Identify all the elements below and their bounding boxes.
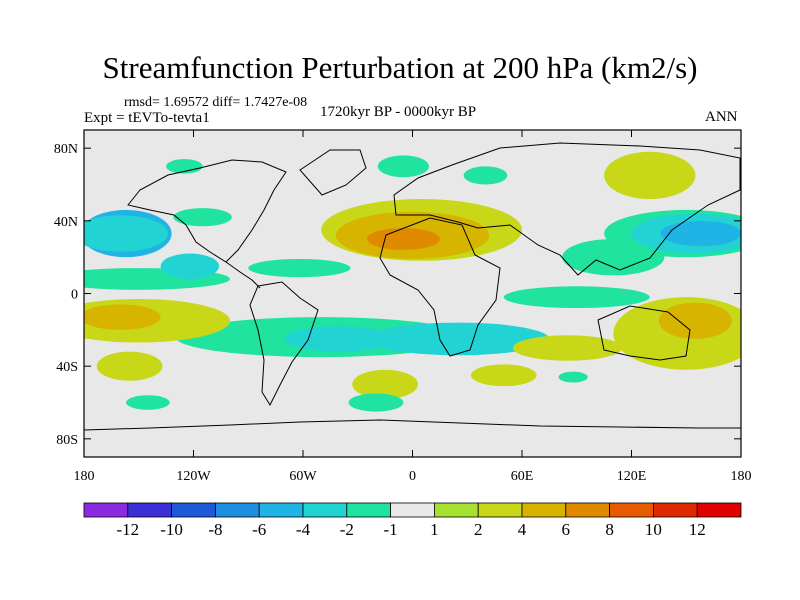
colorbar-label: 10 — [645, 520, 662, 539]
coast-north-america — [127, 159, 287, 263]
contour-band-31 — [558, 371, 588, 383]
chart-title: Streamfunction Perturbation at 200 hPa (… — [102, 50, 698, 85]
colorbar-swatch — [214, 502, 260, 518]
contour-band-28 — [604, 151, 696, 200]
contour-band-12 — [660, 220, 741, 247]
coast-africa — [379, 217, 501, 357]
contour-band-25 — [96, 351, 163, 381]
y-tick-label: 40S — [56, 360, 78, 375]
colorbar-label: 4 — [518, 520, 527, 539]
colorbar-swatch — [477, 502, 523, 518]
colorbar-swatch — [302, 502, 348, 518]
contour-band-6 — [284, 326, 395, 352]
colorbar: -12 -10 -8 -6 -4 -2 -1 1 2 4 6 8 10 12 — [83, 502, 742, 539]
experiment-label: Expt = tEVTo-tevta1 — [84, 110, 210, 126]
x-tick-label: 60E — [511, 469, 534, 484]
period-label: 1720kyr BP - 0000kyr BP — [320, 104, 477, 120]
y-tick-label: 40N — [54, 215, 78, 230]
x-tick-label: 180 — [731, 469, 752, 484]
colorbar-label: -2 — [340, 520, 354, 539]
contour-band-16 — [463, 166, 508, 185]
colorbar-label: -10 — [160, 520, 183, 539]
colorbar-label: -8 — [208, 520, 222, 539]
coast-central-america — [225, 261, 261, 289]
colorbar-label: 1 — [430, 520, 439, 539]
y-tick-label: 80N — [54, 142, 78, 157]
coast-australia — [597, 305, 691, 361]
axes: 180 120W 60W 0 60E 120E 180 80N 40N 0 40S 80S — [54, 130, 752, 484]
contour-band-7 — [366, 322, 550, 356]
contour-fields — [84, 151, 741, 412]
y-tick-label: 80S — [56, 433, 78, 448]
colorbar-label: 2 — [474, 520, 483, 539]
contour-band-23 — [658, 302, 732, 339]
contour-band-21 — [366, 228, 440, 250]
colorbar-swatch — [346, 502, 391, 518]
colorbar-swatch — [565, 502, 610, 518]
contour-band-1 — [84, 215, 168, 252]
y-tick-label: 0 — [71, 288, 78, 303]
contour-band-30 — [348, 393, 404, 412]
contour-band-24 — [512, 335, 623, 361]
colorbar-swatch — [390, 502, 435, 518]
coast-south-america — [249, 281, 319, 407]
colorbar-swatch — [609, 502, 654, 518]
x-tick-label: 120E — [617, 469, 647, 484]
x-tick-label: 120W — [176, 469, 211, 484]
colorbar-label: -1 — [384, 520, 398, 539]
contour-band-8 — [503, 286, 650, 309]
colorbar-label: -4 — [296, 520, 311, 539]
contour-band-27 — [470, 364, 537, 387]
colorbar-swatch — [653, 502, 698, 518]
contour-band-4 — [248, 258, 351, 278]
colorbar-swatch — [258, 502, 304, 518]
colorbar-label: 6 — [562, 520, 571, 539]
coast-greenland — [299, 149, 367, 196]
contour-band-29 — [125, 395, 170, 410]
colorbar-swatch — [171, 502, 216, 518]
colorbar-swatch — [433, 502, 479, 518]
x-tick-label: 180 — [74, 469, 95, 484]
colorbar-label: 12 — [689, 520, 706, 539]
x-tick-label: 60W — [289, 469, 317, 484]
x-tick-label: 0 — [409, 469, 416, 484]
colorbar-swatch — [83, 502, 129, 518]
colorbar-label: 8 — [605, 520, 614, 539]
coast-antarctica — [84, 419, 741, 431]
colorbar-swatch — [127, 502, 173, 518]
stats-label: rmsd= 1.69572 diff= 1.7427e-08 — [124, 95, 308, 110]
contour-band-15 — [377, 155, 429, 178]
contour-band-13 — [173, 208, 232, 227]
contour-band-3 — [160, 253, 220, 279]
contour-band-26 — [352, 369, 418, 399]
contour-band-18 — [84, 304, 161, 330]
colorbar-swatch — [696, 502, 742, 518]
colorbar-label: -6 — [252, 520, 266, 539]
colorbar-label: -12 — [116, 520, 139, 539]
contour-band-14 — [166, 159, 203, 174]
coast-eurasia — [393, 142, 741, 276]
colorbar-swatch — [521, 502, 567, 518]
season-label: ANN — [705, 109, 738, 125]
coastlines — [84, 142, 741, 431]
